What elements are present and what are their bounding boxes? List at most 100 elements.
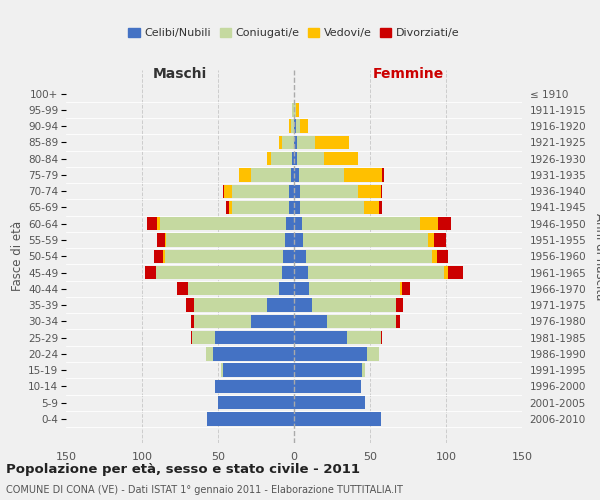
Bar — [223, 364, 294, 377]
Bar — [294, 380, 361, 393]
Bar — [229, 201, 232, 214]
Bar — [186, 298, 194, 312]
Bar — [294, 168, 299, 181]
Bar — [433, 250, 437, 263]
Bar — [312, 298, 396, 312]
Bar — [294, 234, 303, 246]
Bar — [232, 184, 289, 198]
Bar — [271, 152, 292, 166]
Bar — [303, 234, 428, 246]
Bar — [282, 136, 294, 149]
Bar — [289, 184, 294, 198]
Bar — [402, 282, 410, 296]
Bar — [291, 168, 294, 181]
Bar — [302, 217, 420, 230]
Bar — [362, 364, 365, 377]
Bar — [283, 250, 294, 263]
Bar — [206, 347, 214, 360]
Bar — [223, 184, 224, 198]
Bar — [358, 184, 380, 198]
Bar — [224, 184, 232, 198]
Bar — [306, 250, 433, 263]
Bar — [279, 136, 282, 149]
Y-axis label: Fasce di età: Fasce di età — [11, 221, 24, 292]
Text: Femmine: Femmine — [373, 66, 443, 80]
Bar — [428, 234, 434, 246]
Bar — [308, 266, 445, 279]
Bar — [191, 331, 192, 344]
Text: Maschi: Maschi — [153, 66, 207, 80]
Bar — [286, 217, 294, 230]
Bar — [300, 201, 364, 214]
Bar — [380, 331, 382, 344]
Bar — [251, 168, 291, 181]
Bar — [163, 250, 165, 263]
Bar — [325, 152, 358, 166]
Bar — [439, 217, 451, 230]
Bar — [157, 234, 165, 246]
Bar — [367, 347, 379, 360]
Bar — [279, 282, 294, 296]
Bar — [191, 314, 194, 328]
Bar — [266, 152, 271, 166]
Bar — [146, 217, 157, 230]
Bar — [296, 103, 299, 117]
Bar — [294, 217, 302, 230]
Bar — [145, 266, 155, 279]
Bar — [299, 168, 344, 181]
Bar — [380, 184, 382, 198]
Bar — [344, 168, 382, 181]
Bar — [226, 201, 229, 214]
Bar — [315, 136, 349, 149]
Text: Popolazione per età, sesso e stato civile - 2011: Popolazione per età, sesso e stato civil… — [6, 462, 360, 475]
Legend: Celibi/Nubili, Coniugati/e, Vedovi/e, Divorziati/e: Celibi/Nubili, Coniugati/e, Vedovi/e, Di… — [124, 24, 464, 42]
Bar — [294, 266, 308, 279]
Bar — [434, 234, 446, 246]
Bar — [266, 298, 294, 312]
Bar — [420, 217, 439, 230]
Bar — [208, 412, 294, 426]
Bar — [294, 314, 328, 328]
Bar — [292, 152, 294, 166]
Bar — [285, 234, 294, 246]
Bar — [251, 314, 294, 328]
Bar — [218, 396, 294, 409]
Bar — [294, 347, 367, 360]
Bar — [294, 152, 297, 166]
Bar — [294, 331, 347, 344]
Bar — [309, 282, 400, 296]
Bar — [448, 266, 463, 279]
Bar — [294, 120, 296, 133]
Bar — [192, 331, 215, 344]
Bar — [296, 120, 300, 133]
Bar — [160, 217, 286, 230]
Bar — [347, 331, 380, 344]
Bar — [194, 298, 266, 312]
Bar — [294, 250, 306, 263]
Bar — [166, 234, 285, 246]
Bar — [289, 120, 291, 133]
Bar — [282, 266, 294, 279]
Bar — [382, 168, 383, 181]
Y-axis label: Anni di nascita: Anni di nascita — [593, 212, 600, 300]
Bar — [292, 103, 294, 117]
Bar — [294, 201, 300, 214]
Bar — [300, 184, 358, 198]
Bar — [297, 152, 325, 166]
Bar — [221, 364, 223, 377]
Bar — [194, 314, 251, 328]
Bar — [154, 250, 163, 263]
Bar — [291, 120, 294, 133]
Bar — [215, 380, 294, 393]
Bar — [157, 217, 160, 230]
Bar — [177, 282, 188, 296]
Bar — [294, 396, 365, 409]
Bar — [297, 136, 315, 149]
Bar — [396, 314, 400, 328]
Bar — [294, 136, 297, 149]
Bar — [214, 347, 294, 360]
Bar — [239, 168, 251, 181]
Bar — [294, 282, 309, 296]
Text: COMUNE DI CONA (VE) - Dati ISTAT 1° gennaio 2011 - Elaborazione TUTTITALIA.IT: COMUNE DI CONA (VE) - Dati ISTAT 1° genn… — [6, 485, 403, 495]
Bar — [379, 201, 382, 214]
